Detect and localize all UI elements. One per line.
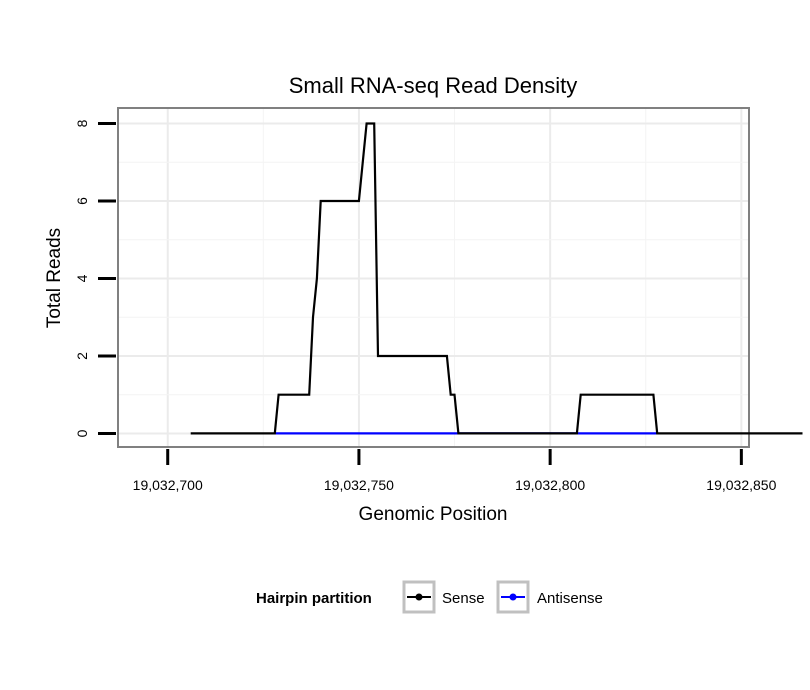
x-tick-label: 19,032,700 — [133, 477, 203, 493]
x-tick-label: 19,032,800 — [515, 477, 585, 493]
x-tick-label: 19,032,850 — [706, 477, 776, 493]
y-tick-label: 0 — [74, 429, 90, 437]
chart-title: Small RNA-seq Read Density — [289, 73, 578, 98]
y-tick-label: 8 — [74, 119, 90, 127]
panel-border — [117, 107, 750, 448]
x-axis: 19,032,700 19,032,750 19,032,800 19,032,850 — [133, 449, 777, 493]
legend-title: Hairpin partition — [256, 590, 372, 607]
series-line-sense — [190, 122, 803, 435]
y-axis: 0 2 4 6 8 — [74, 119, 116, 437]
legend-key-antisense — [496, 580, 530, 614]
legend-point-sense — [415, 593, 423, 601]
y-axis-label: Total Reads — [44, 228, 65, 328]
legend-label-sense: Sense — [442, 590, 485, 607]
legend: Hairpin partition Sense Antisense — [256, 580, 603, 614]
x-axis-label: Genomic Position — [359, 504, 508, 525]
legend-label-antisense: Antisense — [537, 590, 603, 607]
y-tick-label: 2 — [74, 352, 90, 360]
y-tick-label: 4 — [74, 274, 90, 282]
x-tick-label: 19,032,750 — [324, 477, 394, 493]
legend-point-antisense — [509, 593, 517, 601]
y-tick-label: 6 — [74, 197, 90, 205]
series-layer — [190, 122, 803, 435]
